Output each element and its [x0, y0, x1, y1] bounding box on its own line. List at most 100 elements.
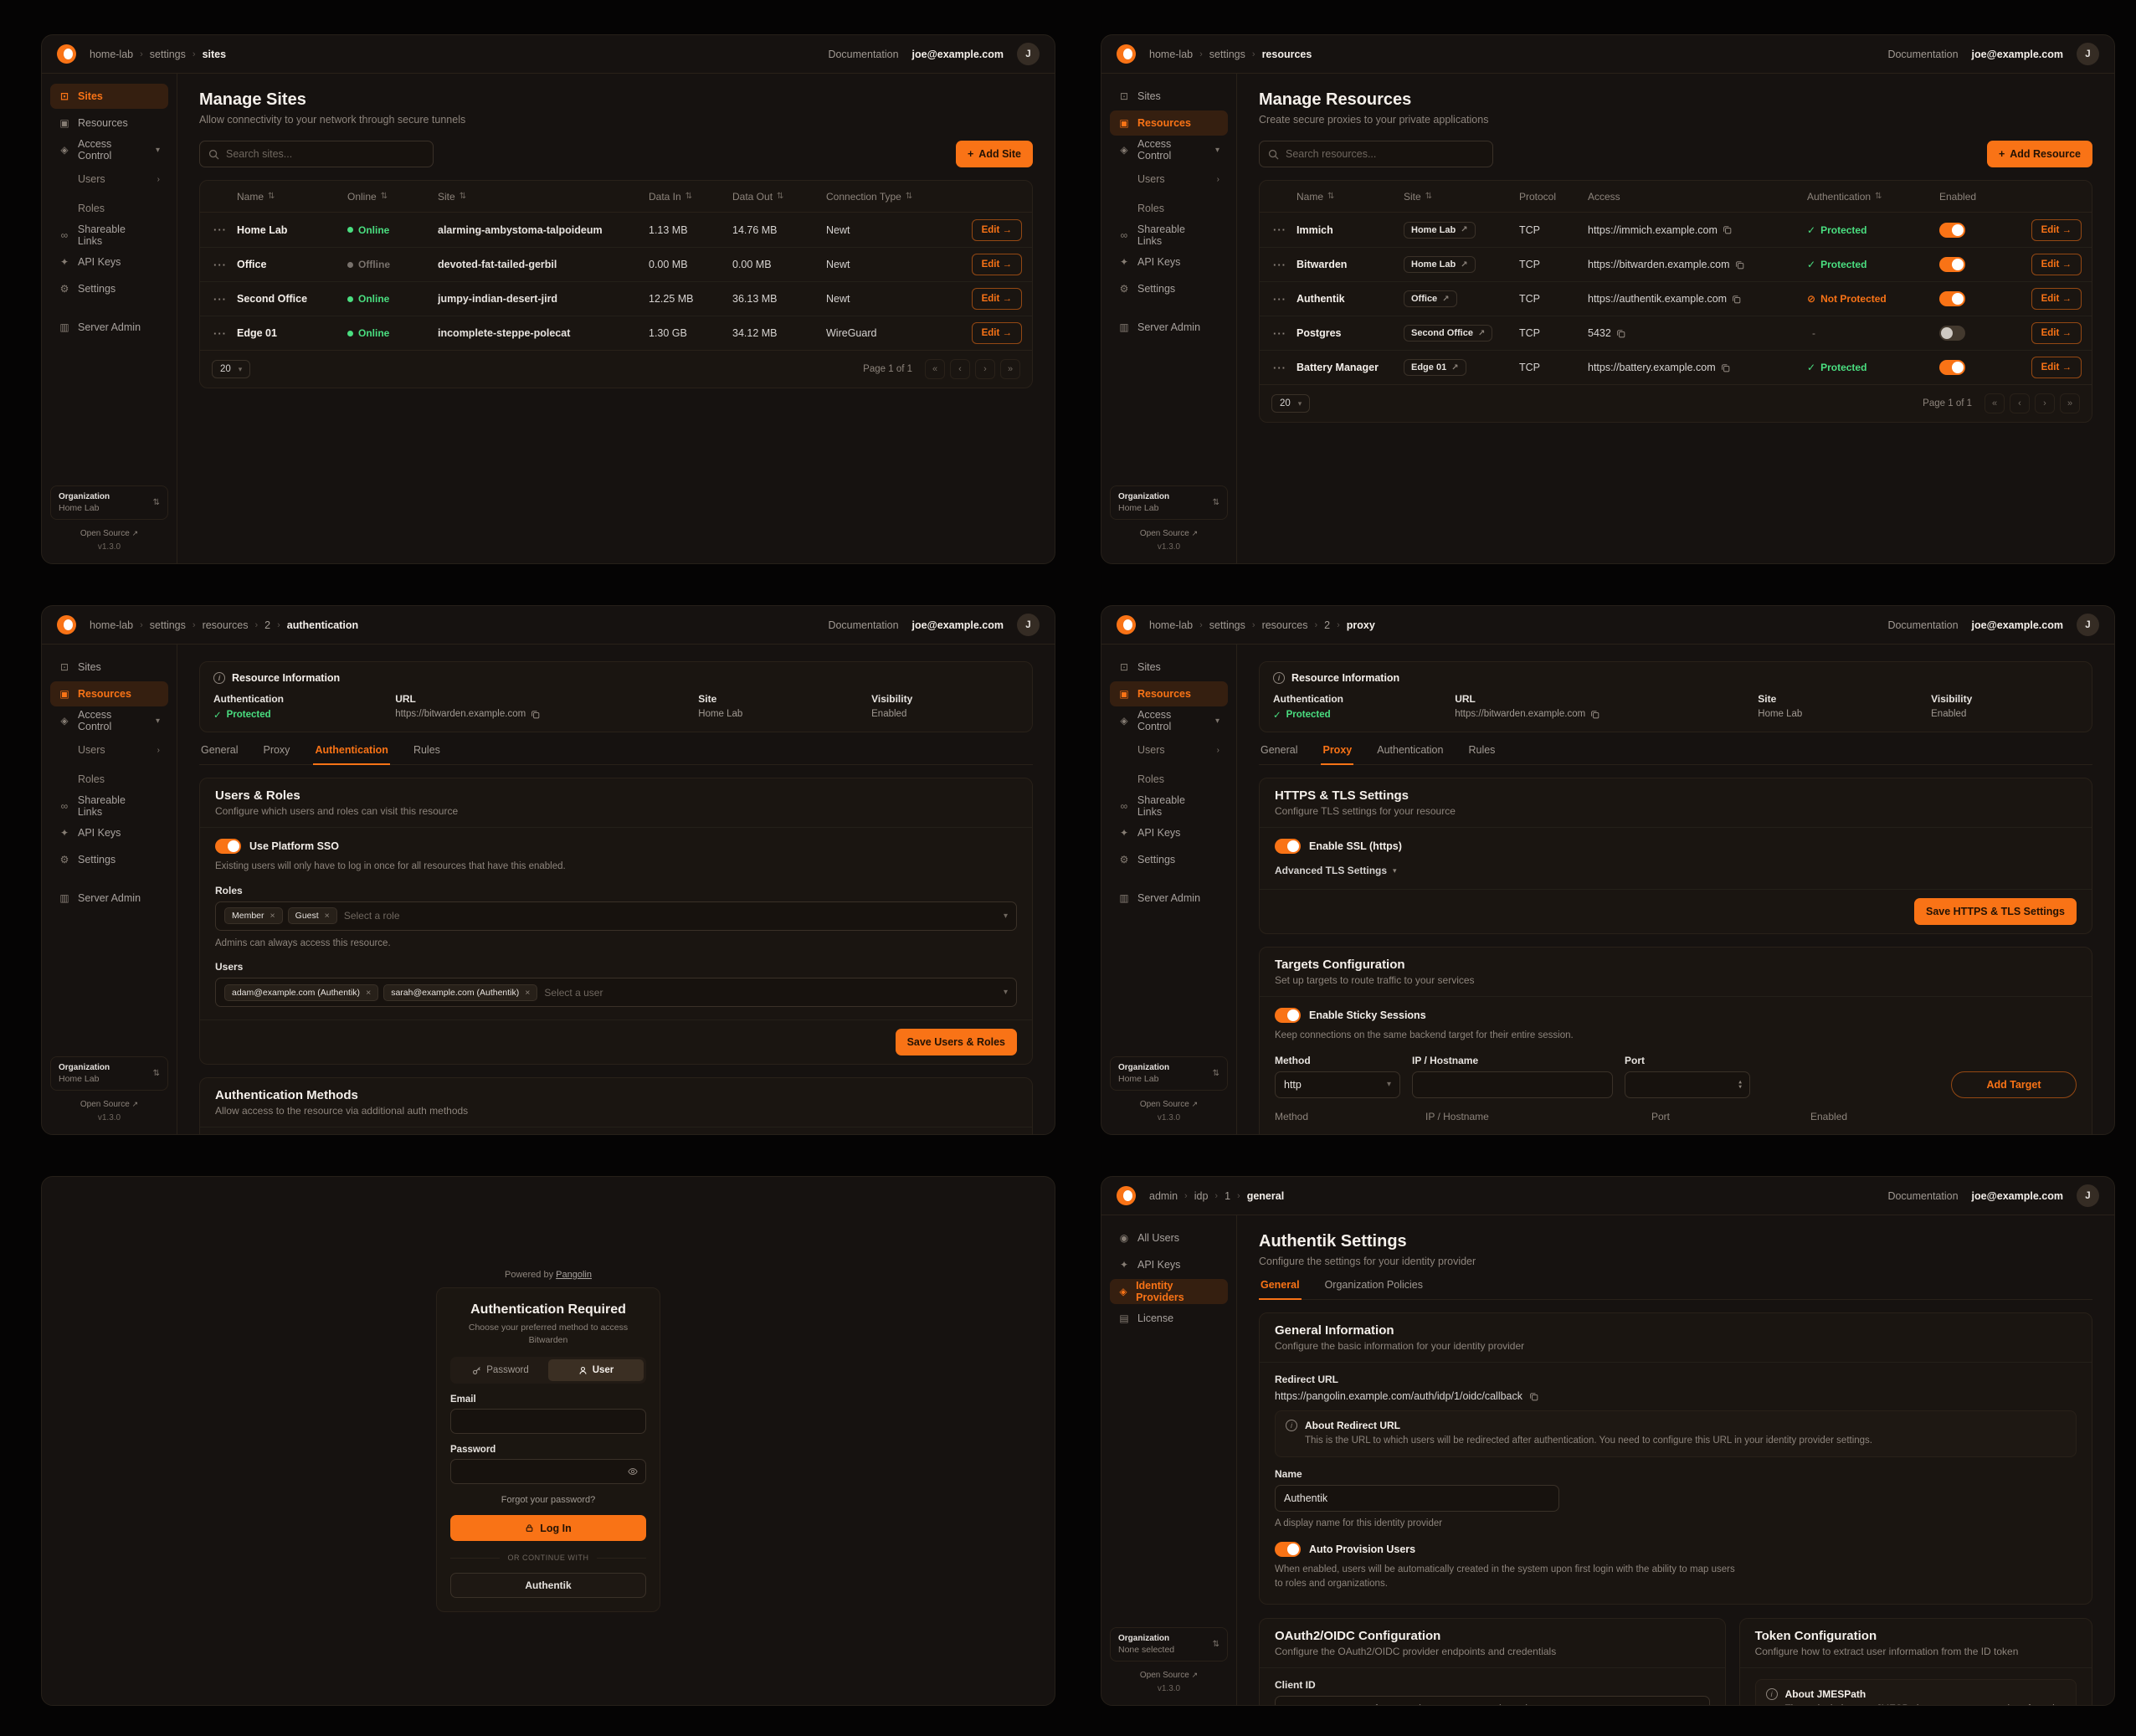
next-page-button[interactable]: › [2035, 393, 2055, 413]
ip-hostname-input[interactable] [1412, 1071, 1613, 1098]
user-avatar[interactable]: J [1017, 614, 1040, 636]
add-site-button[interactable]: + Add Site [955, 141, 1033, 167]
add-target-button[interactable]: Add Target [1951, 1071, 2077, 1098]
sidebar-item[interactable]: ▥ Server Admin [59, 892, 141, 904]
breadcrumb-item[interactable]: settings › [149, 48, 196, 60]
sidebar-item[interactable]: ⊡ Sites [59, 661, 101, 673]
page-size-select[interactable]: 20 ▾ [212, 360, 251, 378]
tab-user[interactable]: User [548, 1359, 644, 1382]
search-input[interactable] [199, 141, 434, 167]
documentation-link[interactable]: Documentation [1887, 1189, 1959, 1202]
documentation-link[interactable]: Documentation [1887, 619, 1959, 631]
sidebar-item[interactable]: ⊡ Sites [50, 84, 168, 109]
breadcrumb-item[interactable]: sites › [202, 48, 227, 60]
auto-provision-toggle[interactable] [1275, 1542, 1301, 1558]
column-header[interactable]: Name ⇅ [237, 190, 275, 203]
roles-select[interactable]: Member × Guest × Select a role [215, 901, 1017, 931]
sidebar-item[interactable]: ◉ All Users [1119, 1232, 1180, 1244]
documentation-link[interactable]: Documentation [828, 619, 899, 631]
row-menu-button[interactable]: ··· [1273, 223, 1286, 236]
breadcrumb-item[interactable]: home-lab › [90, 48, 143, 60]
first-page-button[interactable]: « [1985, 393, 2005, 413]
sidebar-item[interactable]: ▣ Resources [50, 681, 168, 706]
open-source-link[interactable]: Open Source ↗ [1139, 1671, 1199, 1680]
tab[interactable]: Proxy [1321, 744, 1354, 765]
breadcrumb-item[interactable]: resources › [1261, 619, 1318, 631]
breadcrumb-item[interactable]: settings › [149, 619, 196, 631]
edit-button[interactable]: Edit → [2031, 322, 2082, 344]
stepper-arrows-icon[interactable]: ▴ ▾ [1738, 1077, 1742, 1091]
sidebar-item[interactable]: Users › [78, 744, 160, 756]
edit-button[interactable]: Edit → [971, 254, 1022, 275]
sidebar-item[interactable]: ✦ API Keys [1119, 827, 1181, 839]
user-chip[interactable]: adam@example.com (Authentik) × [224, 984, 379, 1001]
user-email[interactable]: joe@example.com [911, 619, 1004, 631]
sidebar-item[interactable]: Users › [78, 173, 160, 185]
column-header[interactable]: Online ⇅ [347, 190, 388, 203]
breadcrumb-item[interactable]: proxy › [1346, 619, 1375, 631]
column-header[interactable]: Site ⇅ [1404, 190, 1433, 203]
user-email[interactable]: joe@example.com [1971, 619, 2063, 631]
platform-sso-toggle[interactable] [215, 839, 241, 854]
password-field[interactable] [450, 1459, 646, 1485]
remove-chip-icon[interactable]: × [270, 911, 275, 922]
user-email[interactable]: joe@example.com [1971, 1189, 2063, 1202]
sidebar-item[interactable]: ▣ Resources [1110, 681, 1228, 706]
role-chip[interactable]: Guest × [287, 907, 337, 925]
search-input[interactable] [1259, 141, 1493, 167]
site-badge[interactable]: Edge 01 ↗ [1404, 359, 1466, 376]
tab[interactable]: Proxy [263, 744, 290, 756]
org-switcher[interactable]: Organization Home Lab ⇅ [1110, 485, 1228, 520]
breadcrumb-item[interactable]: resources › [1261, 48, 1312, 60]
row-menu-button[interactable]: ··· [213, 326, 227, 340]
column-header[interactable]: Enabled [1939, 190, 1977, 203]
breadcrumb-item[interactable]: general › [1246, 1189, 1285, 1202]
copy-icon[interactable] [1721, 363, 1730, 372]
sidebar-item[interactable]: ⚙ Settings [1119, 854, 1176, 865]
breadcrumb-item[interactable]: resources › [202, 619, 259, 631]
pangolin-link[interactable]: Pangolin [556, 1269, 592, 1280]
site-badge[interactable]: Home Lab ↗ [1404, 256, 1476, 273]
sidebar-item[interactable]: ∞ Shareable Links [50, 223, 168, 248]
site-badge[interactable]: Second Office ↗ [1404, 325, 1493, 342]
port-input[interactable]: ▴ ▾ [1625, 1071, 1750, 1098]
user-chip[interactable]: sarah@example.com (Authentik) × [383, 984, 538, 1001]
name-input[interactable] [1275, 1484, 1559, 1512]
sidebar-item[interactable]: ▥ Server Admin [1119, 321, 1201, 333]
tab[interactable]: Authentication [1377, 744, 1444, 756]
save-users-roles-button[interactable]: Save Users & Roles [895, 1029, 1017, 1056]
last-page-button[interactable]: » [1000, 359, 1020, 379]
enable-ssl-toggle[interactable] [1275, 839, 1301, 854]
tab[interactable]: General [1261, 744, 1298, 756]
breadcrumb-item[interactable]: settings › [1209, 48, 1255, 60]
row-menu-button[interactable]: ··· [1273, 258, 1286, 271]
enabled-toggle[interactable] [1939, 360, 1965, 375]
copy-icon[interactable] [1723, 225, 1732, 234]
column-header[interactable]: Name ⇅ [1296, 190, 1335, 203]
sidebar-item[interactable]: ∞ Shareable Links [1110, 794, 1228, 819]
tab[interactable]: General [201, 744, 239, 756]
forgot-password-link[interactable]: Forgot your password? [501, 1495, 596, 1506]
sidebar-item[interactable]: Roles [78, 203, 105, 214]
edit-button[interactable]: Edit → [2031, 357, 2082, 378]
column-header[interactable]: Authentication ⇅ [1807, 190, 1882, 203]
first-page-button[interactable]: « [925, 359, 945, 379]
advanced-tls-settings[interactable]: Advanced TLS Settings ▾ [1275, 865, 1397, 876]
breadcrumb-item[interactable]: 2 › [1324, 619, 1340, 631]
enabled-toggle[interactable] [1939, 291, 1965, 306]
last-page-button[interactable]: » [2060, 393, 2080, 413]
sidebar-item[interactable]: ▥ Server Admin [1119, 892, 1201, 904]
sticky-sessions-toggle[interactable] [1275, 1008, 1301, 1023]
breadcrumb-item[interactable]: idp › [1194, 1189, 1219, 1202]
copy-icon[interactable] [1616, 329, 1625, 338]
user-email[interactable]: joe@example.com [1971, 48, 2063, 60]
tab[interactable]: Organization Policies [1324, 1279, 1423, 1291]
user-avatar[interactable]: J [2077, 43, 2099, 65]
org-switcher[interactable]: Organization None selected ⇅ [1110, 1627, 1228, 1662]
row-menu-button[interactable]: ··· [213, 223, 227, 236]
enabled-toggle[interactable] [1939, 222, 1965, 238]
page-size-select[interactable]: 20 ▾ [1271, 394, 1311, 413]
tab[interactable]: General [1259, 1279, 1302, 1300]
remove-chip-icon[interactable]: × [525, 987, 531, 998]
org-switcher[interactable]: Organization Home Lab ⇅ [1110, 1056, 1228, 1091]
